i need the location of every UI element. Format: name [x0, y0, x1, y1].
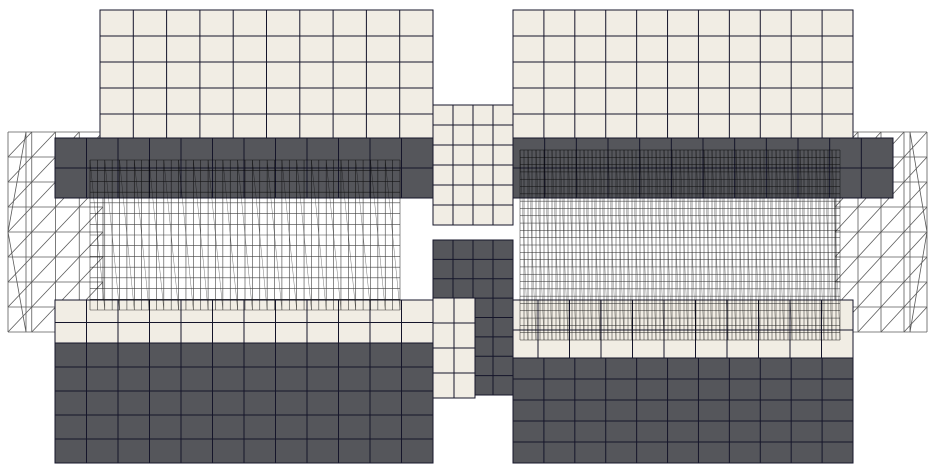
lb-bottom-grid: [54, 299, 434, 346]
right-dense-wire: [519, 149, 841, 341]
right-block-front-face: [512, 137, 894, 199]
rb-top-grid: [512, 9, 854, 141]
left-dense-wire: [89, 159, 401, 311]
lb-front-grid: [54, 137, 434, 199]
right-dense-lines: [519, 149, 841, 341]
right-block-lower-face: [512, 357, 854, 464]
right-block-top-face: [512, 9, 854, 141]
left-wireframe-panel: [7, 131, 104, 333]
bridge-lower-light: [432, 297, 476, 399]
left-dense-lines: [89, 159, 401, 311]
left-block: [54, 9, 434, 464]
right-block: [474, 9, 894, 464]
rb-front-grid: [512, 137, 894, 199]
lb-top-grid: [99, 9, 434, 141]
rb-lower-grid: [512, 357, 854, 464]
left-block-top-face: [99, 9, 434, 141]
left-block-front-face: [54, 137, 434, 199]
bridge-upper: [432, 104, 514, 226]
lb-lower-grid: [54, 342, 434, 464]
center-bridge: [432, 104, 514, 399]
left-block-bottom-face: [54, 299, 434, 346]
left-block-lower-face: [54, 342, 434, 464]
